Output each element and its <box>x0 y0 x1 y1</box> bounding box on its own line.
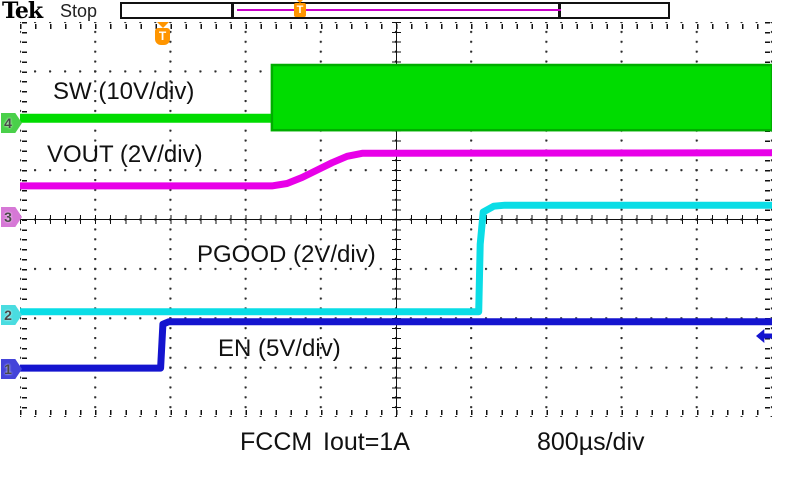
top-edge-ticks <box>20 24 772 29</box>
tek-logo: Tek <box>2 0 43 24</box>
trace-label-pgood: PGOOD (2V/div) <box>197 241 376 268</box>
record-trigger-marker[interactable]: T <box>294 0 306 17</box>
channel-3-ground-marker[interactable]: 3 <box>1 207 22 227</box>
bottom-edge-ticks <box>20 410 772 415</box>
acquisition-status: Stop <box>60 1 98 21</box>
channel-1-ground-marker[interactable]: 1 <box>1 359 22 379</box>
trace-en <box>20 318 772 372</box>
center-horizontal-line <box>20 219 772 220</box>
trace-label-vout: VOUT (2V/div) <box>47 141 203 168</box>
trace-pgood <box>20 201 772 316</box>
record-position-bar[interactable]: T <box>120 0 670 19</box>
annotation-load-current: Iout=1A <box>323 428 410 456</box>
waveform-display: SW (10V/div) VOUT (2V/div) PGOOD (2V/div… <box>1 22 772 417</box>
record-view-window[interactable]: T <box>231 0 561 17</box>
trigger-triangle-icon <box>157 22 169 28</box>
record-waveform-line <box>237 9 561 11</box>
waveform-traces <box>20 63 772 372</box>
channel-2-ground-marker[interactable]: 2 <box>1 305 22 325</box>
trace-sw-band <box>270 63 772 132</box>
annotation-timebase: 800µs/div <box>537 428 645 456</box>
trace-label-sw: SW (10V/div) <box>53 78 195 105</box>
trace-vout <box>20 149 772 190</box>
channel-4-ground-marker[interactable]: 4 <box>1 113 22 133</box>
trace-label-en: EN (5V/div) <box>218 335 341 362</box>
annotation-mode: FCCM <box>240 428 313 456</box>
trigger-t-badge: T <box>155 28 170 45</box>
right-edge-ticks <box>765 22 770 417</box>
trigger-position-indicator[interactable]: T <box>155 22 171 45</box>
left-edge-ticks <box>22 22 27 417</box>
